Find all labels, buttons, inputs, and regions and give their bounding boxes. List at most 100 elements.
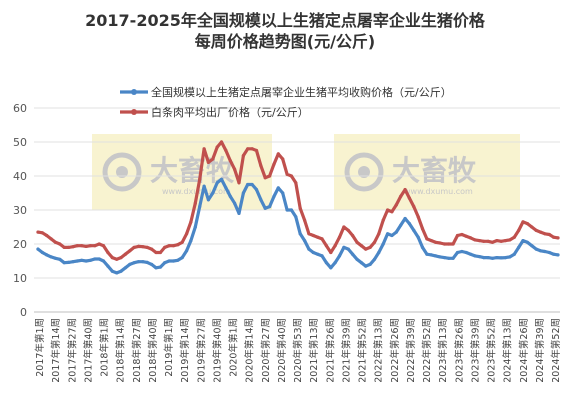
- x-tick-label: 2023年第39周: [469, 318, 481, 383]
- data-point: [324, 261, 328, 265]
- data-point: [285, 172, 289, 176]
- data-point: [377, 232, 381, 236]
- data-point: [123, 252, 127, 256]
- x-tick-label: 2018年第14周: [115, 318, 127, 383]
- x-tick-label: 2024年第39周: [534, 318, 546, 383]
- data-point: [145, 245, 149, 249]
- data-point: [145, 260, 149, 264]
- data-point: [123, 266, 127, 270]
- data-point: [189, 220, 193, 224]
- data-point: [337, 254, 342, 258]
- data-point: [215, 145, 219, 149]
- data-point: [45, 233, 49, 238]
- data-point: [530, 225, 534, 229]
- x-tick-label: 2023年第13周: [437, 318, 449, 383]
- data-point: [119, 256, 123, 260]
- data-point: [381, 242, 385, 246]
- data-point: [486, 256, 490, 260]
- data-point: [246, 182, 250, 187]
- data-point: [88, 258, 92, 262]
- data-point: [342, 225, 346, 229]
- x-tick-label: 2023年第26周: [453, 318, 465, 383]
- data-point: [84, 259, 88, 263]
- y-tick-label: 40: [13, 170, 27, 183]
- data-point: [171, 244, 176, 248]
- data-point: [189, 239, 193, 243]
- chart-subtitle: 每周价格趋势图(元/公斤): [194, 32, 376, 51]
- data-point: [80, 244, 84, 248]
- data-point: [268, 205, 272, 209]
- data-point: [211, 191, 215, 195]
- data-point: [202, 184, 206, 188]
- data-point: [115, 257, 119, 261]
- data-point: [88, 244, 92, 248]
- data-point: [180, 256, 184, 260]
- data-point: [49, 255, 53, 259]
- data-point: [495, 239, 499, 243]
- data-point: [154, 250, 158, 255]
- data-point: [233, 201, 237, 205]
- x-tick-label: 2022年第39周: [405, 318, 417, 383]
- data-point: [538, 230, 543, 234]
- data-point: [150, 247, 154, 251]
- data-point: [521, 220, 525, 224]
- data-point: [530, 244, 534, 248]
- data-point: [163, 245, 167, 249]
- y-tick-label: 0: [20, 306, 27, 319]
- data-point: [198, 177, 202, 181]
- data-point: [394, 230, 398, 234]
- data-point: [307, 247, 311, 251]
- data-point: [285, 208, 289, 212]
- data-point: [346, 247, 350, 251]
- data-point: [429, 239, 433, 243]
- data-point: [434, 254, 438, 258]
- x-tick-label: 2021年第13周: [308, 318, 320, 383]
- data-point: [281, 191, 285, 195]
- data-point: [399, 194, 403, 198]
- data-point: [455, 233, 460, 238]
- x-tick-label: 2020年第27周: [260, 318, 272, 383]
- data-point: [504, 256, 508, 260]
- data-point: [254, 148, 259, 153]
- data-point: [67, 260, 71, 264]
- data-point: [482, 239, 486, 243]
- data-point: [180, 240, 184, 244]
- data-point: [298, 206, 302, 210]
- x-tick-label: 2020年第1周: [228, 318, 240, 377]
- legend-label: 白条肉平均出厂价格（元/公斤）: [151, 105, 309, 119]
- legend-marker: [131, 109, 137, 115]
- data-point: [167, 244, 171, 248]
- data-point: [250, 182, 254, 187]
- y-tick-label: 20: [13, 238, 27, 251]
- data-point: [53, 256, 58, 260]
- watermark-brand: 大畜牧: [392, 154, 477, 187]
- data-point: [154, 266, 158, 270]
- data-point: [464, 250, 468, 255]
- data-point: [272, 162, 276, 166]
- x-tick-label: 2017年第14周: [50, 318, 62, 383]
- x-tick-label: 2018年第1周: [99, 318, 111, 377]
- data-point: [246, 147, 250, 151]
- data-point: [490, 256, 495, 260]
- data-point: [394, 203, 398, 207]
- data-point: [534, 247, 538, 251]
- data-point: [486, 239, 490, 243]
- data-point: [403, 188, 407, 192]
- x-tick-label: 2019年第27周: [195, 318, 207, 383]
- data-point: [158, 265, 162, 269]
- data-point: [556, 253, 560, 257]
- data-point: [106, 250, 110, 255]
- data-point: [477, 255, 481, 259]
- data-point: [40, 231, 45, 235]
- data-point: [316, 235, 320, 239]
- data-point: [294, 215, 298, 219]
- data-point: [359, 244, 363, 248]
- data-point: [110, 256, 114, 260]
- data-point: [276, 152, 280, 156]
- data-point: [185, 249, 189, 253]
- data-point: [136, 260, 141, 264]
- data-point: [53, 240, 58, 244]
- data-point: [508, 255, 512, 259]
